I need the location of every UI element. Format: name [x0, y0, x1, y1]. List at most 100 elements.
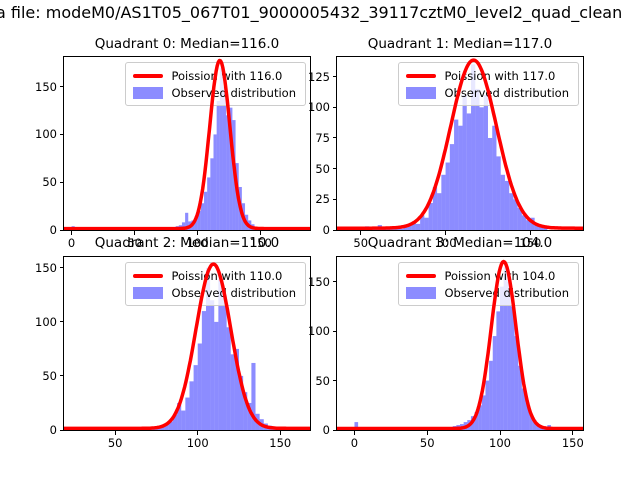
y-tick-mark [332, 281, 336, 283]
x-tick-mark [353, 431, 355, 435]
figure-title: a file: modeM0/AS1T05_067T01_9000005432_… [0, 3, 623, 22]
x-tick-label: 100 [186, 236, 209, 250]
legend: Poission with 117.0 Observed distributio… [398, 62, 579, 106]
x-tick-mark [499, 431, 501, 435]
legend-line-swatch [406, 73, 437, 78]
legend-patch-swatch [133, 286, 164, 299]
plot-area-q0: Poission with 116.0 Observed distributio… [63, 56, 311, 231]
y-tick-label: 125 [308, 69, 330, 84]
y-tick-label: 150 [35, 260, 57, 275]
legend-item: Observed distribution [406, 284, 569, 301]
x-tick-mark [197, 431, 199, 435]
y-tick-mark [59, 229, 63, 231]
y-tick-mark [59, 375, 63, 377]
x-tick-label: 150 [561, 436, 584, 450]
y-tick-label: 0 [49, 423, 57, 437]
y-tick-mark [59, 429, 63, 431]
legend-label: Poission with 116.0 [171, 68, 283, 83]
subplot-title-q0: Quadrant 0: Median=116.0 [94, 36, 280, 52]
y-tick-mark [59, 321, 63, 323]
legend-label: Observed distribution [444, 85, 569, 100]
y-tick-label: 0 [322, 223, 330, 237]
legend-item: Poission with 117.0 [406, 67, 569, 84]
y-tick-mark [332, 137, 336, 139]
legend-patch-swatch [406, 86, 437, 99]
y-tick-label: 25 [315, 192, 330, 207]
y-tick-mark [332, 229, 336, 231]
y-tick-mark [332, 106, 336, 108]
x-tick-label: 150 [519, 236, 542, 250]
plot-area-q3: Poission with 104.0 Observed distributio… [336, 256, 584, 431]
legend-item: Poission with 104.0 [406, 267, 569, 284]
subplot-title-q2: Quadrant 2: Median=110.0 [94, 235, 280, 251]
x-tick-mark [445, 231, 447, 235]
x-tick-label: 50 [419, 436, 435, 450]
legend-item: Observed distribution [133, 84, 296, 101]
y-tick-mark [59, 86, 63, 88]
x-tick-mark [114, 431, 116, 435]
legend-item: Poission with 116.0 [133, 67, 296, 84]
y-tick-mark [332, 198, 336, 200]
plot-area-q2: Poission with 110.0 Observed distributio… [63, 256, 311, 431]
x-tick-mark [426, 431, 428, 435]
legend-label: Poission with 117.0 [444, 68, 556, 83]
y-tick-label: 100 [35, 127, 57, 142]
y-tick-label: 100 [35, 314, 57, 329]
legend: Poission with 104.0 Observed distributio… [398, 262, 579, 306]
x-tick-mark [279, 431, 281, 435]
legend-label: Observed distribution [171, 85, 296, 100]
y-tick-label: 50 [42, 175, 57, 190]
x-tick-label: 50 [107, 436, 123, 450]
legend-item: Observed distribution [133, 284, 296, 301]
x-tick-mark [197, 231, 199, 235]
legend-line-swatch [133, 73, 164, 78]
y-tick-label: 0 [322, 423, 330, 437]
legend-label: Poission with 104.0 [444, 268, 556, 283]
subplot-title-q3: Quadrant 3: Median=104.0 [367, 235, 553, 251]
x-tick-mark [134, 231, 136, 235]
x-tick-label: 150 [269, 436, 292, 450]
x-tick-label: 100 [489, 436, 511, 450]
x-tick-label: 100 [186, 436, 209, 450]
x-tick-mark [529, 231, 531, 235]
y-tick-label: 100 [308, 100, 330, 115]
y-tick-label: 100 [308, 324, 330, 339]
x-tick-label: 50 [127, 236, 142, 250]
legend: Poission with 110.0 Observed distributio… [125, 262, 306, 306]
x-tick-label: 0 [67, 236, 76, 250]
y-tick-mark [59, 267, 63, 269]
legend: Poission with 116.0 Observed distributio… [125, 62, 306, 106]
legend-line-swatch [406, 273, 437, 278]
plot-area-q1: Poission with 117.0 Observed distributio… [336, 56, 584, 231]
x-tick-mark [572, 431, 574, 435]
legend-item: Observed distribution [406, 84, 569, 101]
y-tick-label: 50 [42, 368, 57, 383]
y-tick-label: 150 [308, 274, 330, 289]
subplot-title-q1: Quadrant 1: Median=117.0 [367, 36, 553, 52]
legend-label: Poission with 110.0 [171, 268, 283, 283]
y-tick-label: 0 [49, 223, 57, 237]
legend-label: Observed distribution [171, 285, 296, 300]
x-tick-mark [260, 231, 262, 235]
y-tick-label: 150 [35, 79, 57, 94]
y-tick-mark [332, 76, 336, 78]
x-tick-mark [71, 231, 73, 235]
y-tick-mark [332, 380, 336, 382]
y-tick-mark [59, 181, 63, 183]
legend-patch-swatch [133, 86, 164, 99]
y-tick-label: 50 [315, 373, 330, 388]
x-tick-mark [360, 231, 362, 235]
x-tick-label: 100 [434, 236, 457, 250]
x-tick-label: 0 [350, 436, 359, 450]
x-tick-label: 50 [353, 236, 369, 250]
y-tick-label: 50 [315, 161, 330, 176]
legend-label: Observed distribution [444, 285, 569, 300]
y-tick-mark [332, 168, 336, 170]
legend-patch-swatch [406, 286, 437, 299]
y-tick-mark [332, 429, 336, 431]
legend-item: Poission with 110.0 [133, 267, 296, 284]
y-tick-label: 75 [315, 130, 330, 145]
y-tick-mark [59, 133, 63, 135]
legend-line-swatch [133, 273, 164, 278]
x-tick-label: 150 [249, 236, 272, 250]
